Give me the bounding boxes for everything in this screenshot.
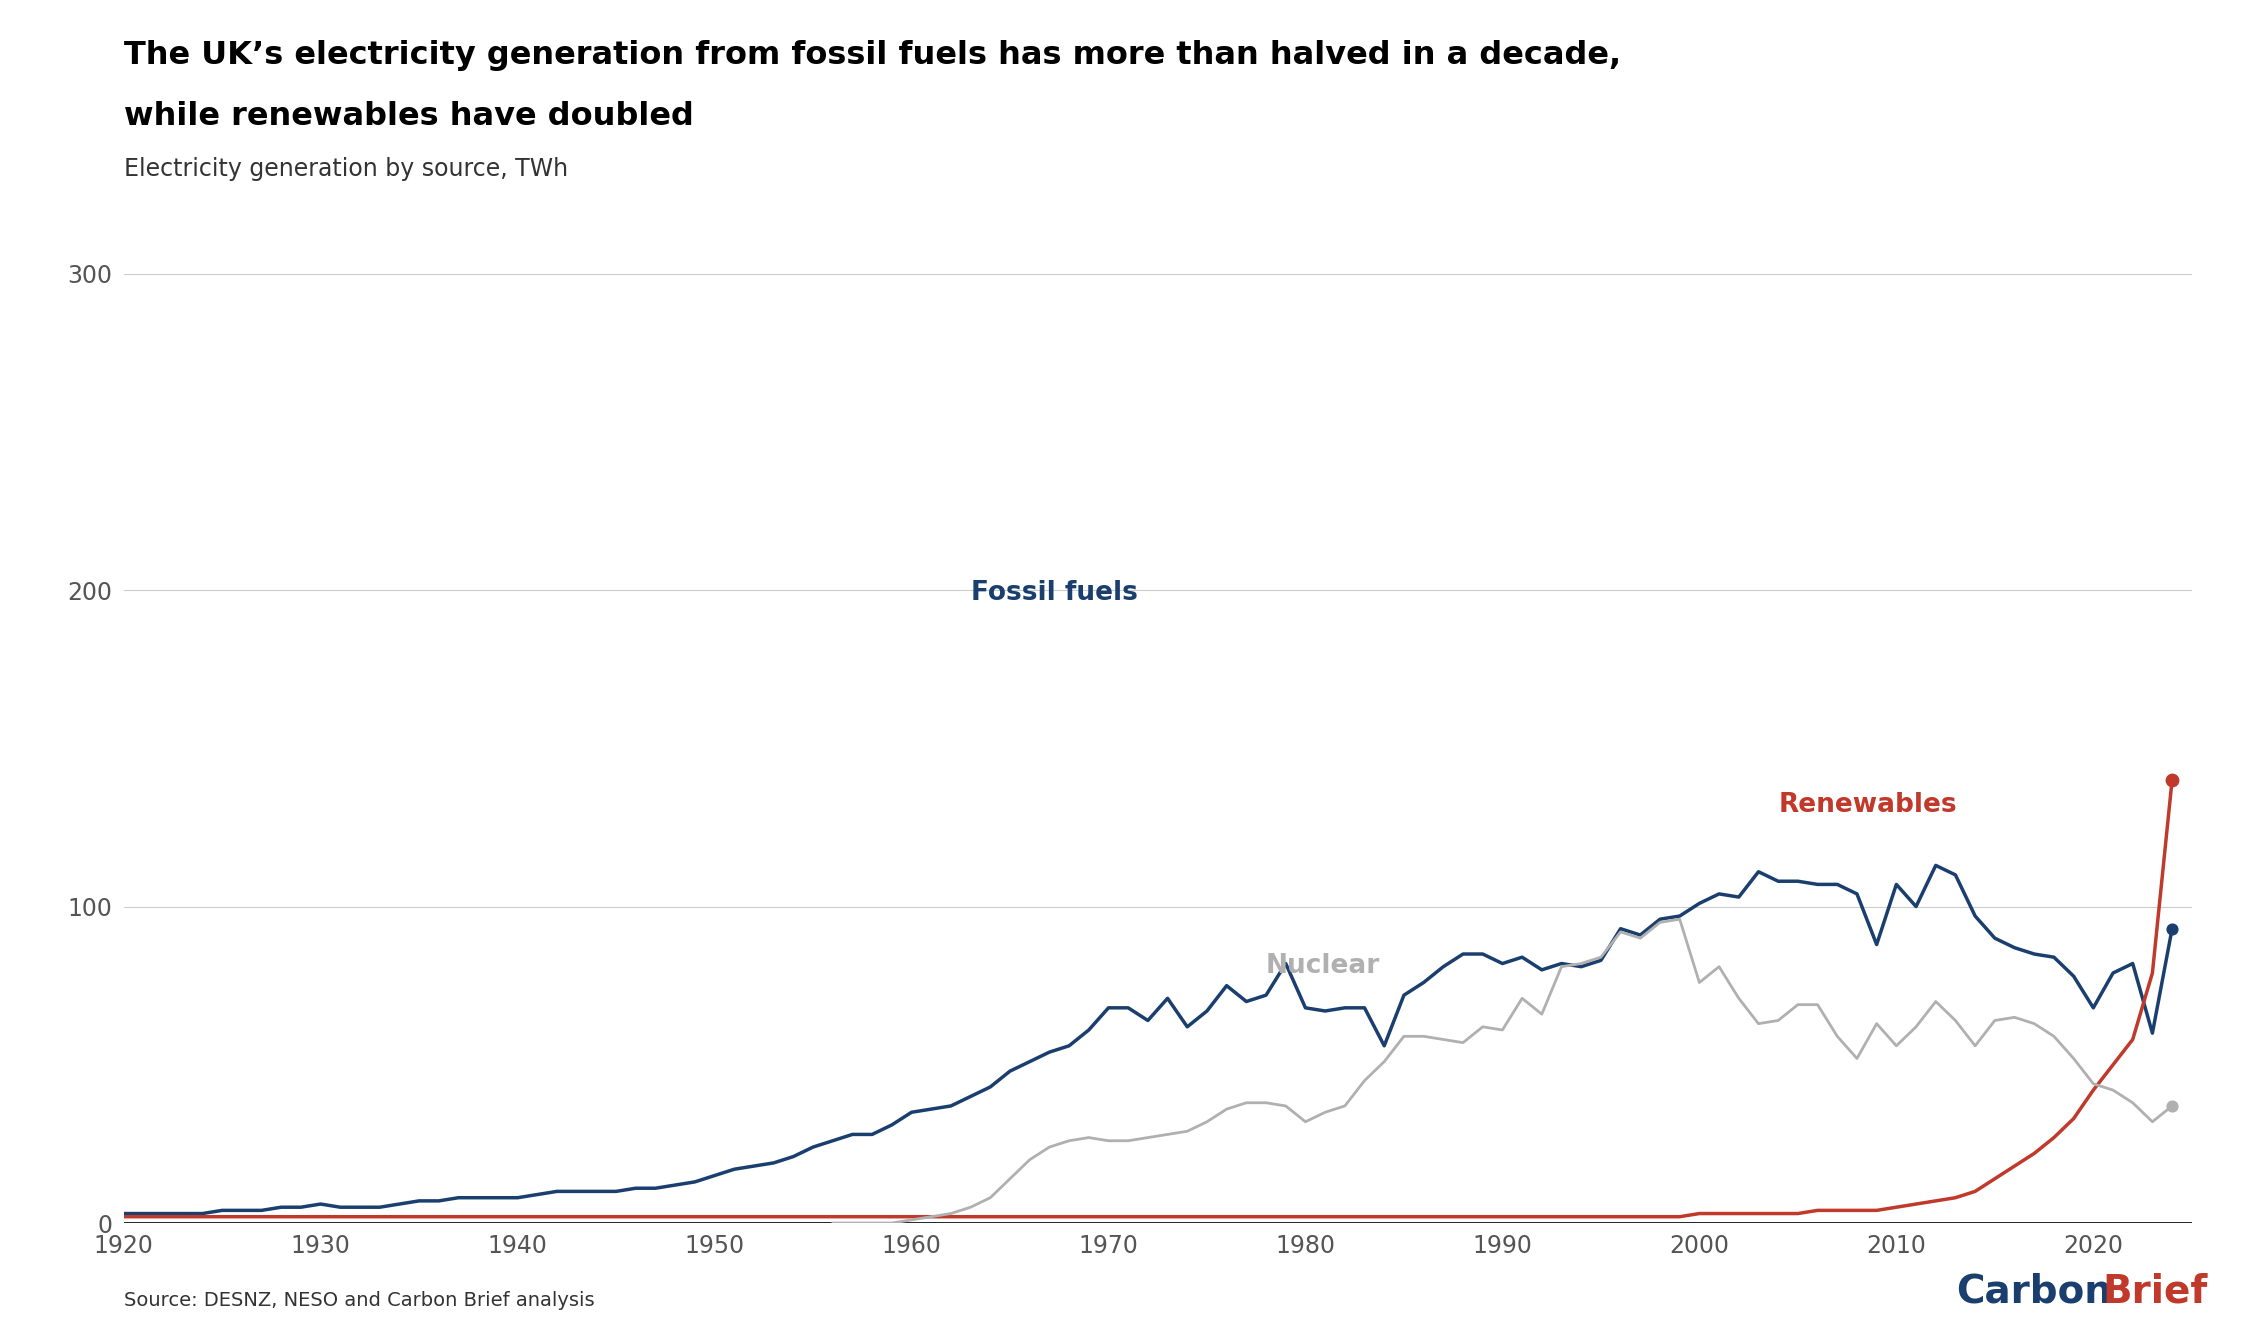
Text: while renewables have doubled: while renewables have doubled: [124, 101, 695, 132]
Point: [2154, 1095, 2190, 1117]
Text: Nuclear: Nuclear: [1266, 953, 1380, 980]
Point: [2154, 769, 2190, 790]
Text: Source: DESNZ, NESO and Carbon Brief analysis: Source: DESNZ, NESO and Carbon Brief ana…: [124, 1292, 593, 1310]
Text: Electricity generation by source, TWh: Electricity generation by source, TWh: [124, 157, 569, 181]
Text: Fossil fuels: Fossil fuels: [971, 579, 1137, 606]
Text: Brief: Brief: [2102, 1273, 2208, 1310]
Point: [2154, 918, 2190, 939]
Text: Carbon: Carbon: [1956, 1273, 2111, 1310]
Text: The UK’s electricity generation from fossil fuels has more than halved in a deca: The UK’s electricity generation from fos…: [124, 40, 1621, 71]
Text: Renewables: Renewables: [1778, 792, 1956, 818]
